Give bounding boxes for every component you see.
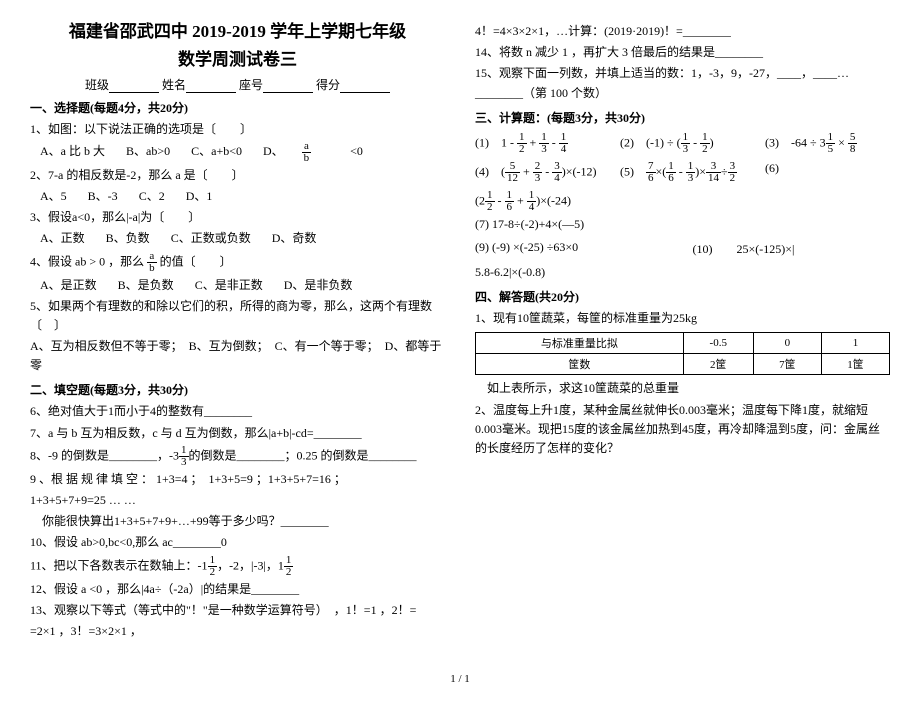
q4-C: C、是非正数	[195, 278, 263, 292]
q9-l1: 9 、根 据 规 律 填 空 ： 1+3=4 ； 1+3+5=9 ；1+3+5+…	[30, 470, 445, 489]
q13-cont: 4！=4×3×2×1，…计算：(2019·2019)！=________	[475, 22, 890, 41]
c6-label: (6)	[765, 161, 890, 184]
q3-stem: 3、假设a<0，那么|-a|为〔 〕	[30, 208, 445, 227]
q4-suffix: 的值〔 〕	[160, 254, 232, 268]
tr-2: 2筐	[683, 354, 753, 375]
q13-l2: =2×1 ，3！=3×2×1 ，	[30, 622, 445, 641]
q8: 8、-9 的倒数是________，-313的倒数是________；0.25 …	[30, 445, 445, 468]
q5-stem: 5、如果两个有理数的和除以它们的积，所得的商为零，那么，这两个有理数〔 〕	[30, 297, 445, 335]
student-info: 班级 姓名 座号 得分	[30, 76, 445, 93]
th-4: 1	[821, 333, 889, 354]
calc-row-1: (1) 1 - 12 + 13 - 14 (2) (-1) ÷ (13 - 12…	[475, 132, 890, 155]
q4-stem: 4、假设 ab > 0 ，那么 ab 的值〔 〕	[30, 251, 445, 274]
q10: 10、假设 ab>0,bc<0,那么 ac________0	[30, 533, 445, 552]
c4: (4) (512 + 23 - 34)×(-12)	[475, 161, 600, 184]
q6: 6、绝对值大于1而小于4的整数有________	[30, 402, 445, 421]
calc-row-2: (4) (512 + 23 - 34)×(-12) (5) 76×(16 - 1…	[475, 161, 890, 184]
ans-q2: 2、温度每上升1度，某种金属丝就伸长0.003毫米；温度每下降1度，就缩短0.0…	[475, 401, 890, 459]
q14: 14、将数 n 减少 1 ，再扩大 3 倍最后的结果是________	[475, 43, 890, 62]
q11-mid: ，-2，|-3|，1	[217, 558, 284, 572]
q2-D: D、1	[186, 189, 213, 203]
tr-3: 7筐	[753, 354, 821, 375]
q1-B: B、ab>0	[126, 144, 170, 158]
q2-stem: 2、7-a 的相反数是-2，那么 a 是〔 〕	[30, 166, 445, 185]
q7: 7、a 与 b 互为相反数，c 与 d 互为倒数，那么|a+b|-cd=____…	[30, 424, 445, 443]
q4-B: B、是负数	[118, 278, 174, 292]
q13-l1: 13、观察以下等式（等式中的"！"是一种数学运算符号） ，1！=1 ，2！=	[30, 601, 445, 620]
q3-opts: A、正数 B、负数 C、正数或负数 D、奇数	[40, 229, 445, 248]
q1-C: C、a+b<0	[191, 144, 242, 158]
blank-seat	[263, 80, 313, 93]
q12: 12、假设 a <0 ，那么|4a÷（-2a）|的结果是________	[30, 580, 445, 599]
c9: (9) (-9) ×(-25) ÷63×0	[475, 240, 673, 257]
q4-A: A、是正数	[40, 278, 97, 292]
q3-D: D、奇数	[272, 231, 317, 245]
section-calc: 三、计算题：(每题3分，共30分)	[475, 109, 890, 126]
c-extra: 5.8-6.2|×(-0.8)	[475, 263, 890, 282]
q1-D-prefix: D、	[263, 144, 284, 158]
label-class: 班级	[85, 78, 109, 92]
q2-A: A、5	[40, 189, 67, 203]
q3-A: A、正数	[40, 231, 85, 245]
label-name: 姓名	[162, 78, 186, 92]
veg-table: 与标准重量比拟 -0.5 0 1 筐数 2筐 7筐 1筐	[475, 332, 890, 375]
q11: 11、把以下各数表示在数轴上：-112，-2，|-3|，112	[30, 555, 445, 578]
c1: (1) 1 - 12 + 13 - 14	[475, 132, 600, 155]
q4-opts: A、是正数 B、是负数 C、是非正数 D、是非负数	[40, 276, 445, 295]
q1-stem: 1、如图：以下说法正确的选项是〔 〕	[30, 120, 445, 139]
label-score: 得分	[316, 78, 340, 92]
blank-score	[340, 80, 390, 93]
q4-D: D、是非负数	[284, 278, 353, 292]
q9-l3: 你能很快算出1+3+5+7+9+…+99等于多少吗？________	[30, 512, 445, 531]
th-2: -0.5	[683, 333, 753, 354]
q11-f1: 12	[208, 555, 218, 578]
q8-prefix: 8、-9 的倒数是________，-3	[30, 448, 179, 462]
tr-1: 筐数	[476, 354, 684, 375]
left-column: 福建省邵武四中 2019-2019 学年上学期七年级 数学周测试卷三 班级 姓名…	[30, 20, 445, 643]
q8-frac: 13	[179, 445, 189, 468]
ans-q1-stem: 1、现有10筐蔬菜，每筐的标准重量为25kg	[475, 309, 890, 328]
q4-prefix: 4、假设 ab > 0 ，那么	[30, 254, 144, 268]
section-fill: 二、填空题(每题3分，共30分)	[30, 381, 445, 398]
q11-prefix: 11、把以下各数表示在数轴上：-1	[30, 558, 208, 572]
c2: (2) (-1) ÷ (13 - 12)	[620, 132, 745, 155]
page-root: 福建省邵武四中 2019-2019 学年上学期七年级 数学周测试卷三 班级 姓名…	[30, 20, 890, 643]
q2-opts: A、5 B、-3 C、2 D、1	[40, 187, 445, 206]
title-line1: 福建省邵武四中 2019-2019 学年上学期七年级	[30, 20, 445, 44]
th-3: 0	[753, 333, 821, 354]
section-ans: 四、解答题(共20分)	[475, 288, 890, 305]
title-line2: 数学周测试卷三	[30, 48, 445, 72]
q1-D-frac: ab	[302, 141, 330, 164]
c6: (212 - 16 + 14)×(-24)	[475, 190, 890, 213]
c5: (5) 76×(16 - 13)×314÷32	[620, 161, 745, 184]
label-seat: 座号	[239, 78, 263, 92]
blank-class	[109, 80, 159, 93]
q2-C: C、2	[139, 189, 165, 203]
q8-mid: 的倒数是________；0.25 的倒数是________	[189, 448, 417, 462]
ans-q1-after: 如上表所示，求这10筐蔬菜的总重量	[475, 379, 890, 398]
right-column: 4！=4×3×2×1，…计算：(2019·2019)！=________ 14、…	[475, 20, 890, 643]
c10: (10) 25×(-125)×|	[693, 240, 891, 257]
section-choice: 一、选择题(每题4分，共20分)	[30, 99, 445, 116]
q5-opts: A、互为相反数但不等于零； B、互为倒数； C、有一个等于零； D、都等于零	[30, 337, 445, 375]
calc-row-3: (9) (-9) ×(-25) ÷63×0 (10) 25×(-125)×|	[475, 240, 890, 257]
q1-A: A、a 比 b 大	[40, 144, 105, 158]
q1-D: D、ab <0	[263, 144, 381, 158]
q11-f2: 12	[284, 555, 294, 578]
q15: 15、观察下面一列数，并填上适当的数：1，-3，9，-27，____，____……	[475, 64, 890, 102]
blank-name	[186, 80, 236, 93]
c7: (7) 17-8÷(-2)+4×(—5)	[475, 215, 890, 234]
th-1: 与标准重量比拟	[476, 333, 684, 354]
q3-C: C、正数或负数	[171, 231, 251, 245]
q1-D-suffix: <0	[347, 144, 363, 158]
c3: (3) -64 ÷ 315 × 58	[765, 132, 890, 155]
q9-l2: 1+3+5+7+9=25 … …	[30, 491, 445, 510]
q4-frac: ab	[147, 251, 157, 274]
page-footer: 1 / 1	[30, 673, 890, 685]
q1-opts: A、a 比 b 大 B、ab>0 C、a+b<0 D、ab <0	[40, 141, 445, 164]
q2-B: B、-3	[88, 189, 118, 203]
q3-B: B、负数	[106, 231, 150, 245]
tr-4: 1筐	[821, 354, 889, 375]
